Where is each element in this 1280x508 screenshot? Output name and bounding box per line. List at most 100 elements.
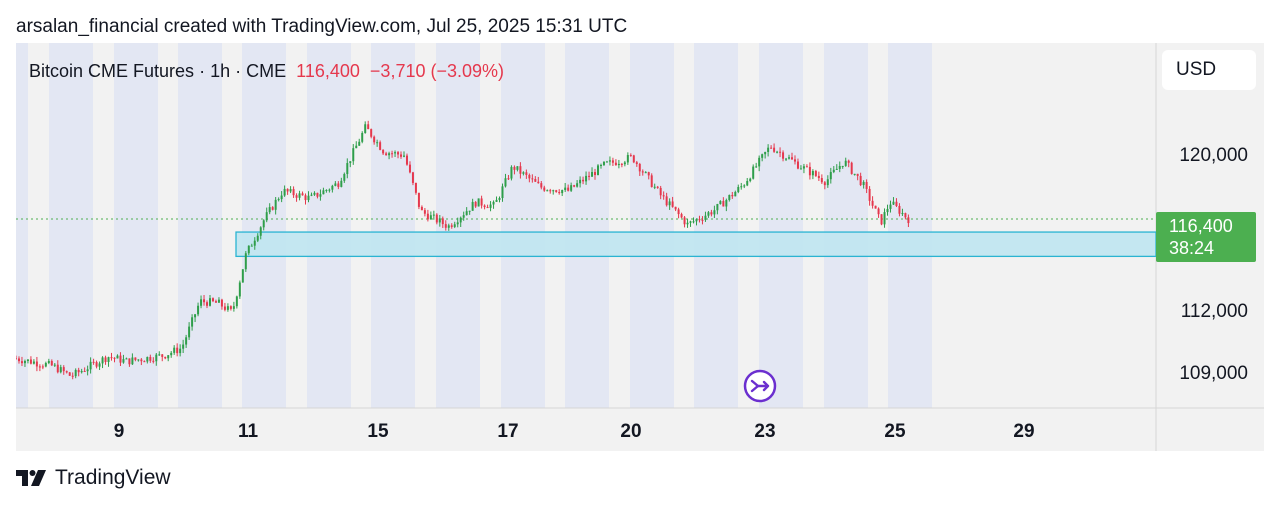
- candle-body: [373, 136, 376, 143]
- x-tick-label: 20: [620, 421, 642, 442]
- session-band: [888, 43, 932, 408]
- candle-body: [650, 175, 653, 188]
- x-tick-label: 15: [367, 421, 389, 442]
- last-price-tag: 116,400 38:24: [1156, 212, 1256, 262]
- candle-body: [495, 199, 498, 202]
- candle-body: [907, 217, 910, 224]
- candle-body: [71, 375, 74, 377]
- candle-body: [268, 207, 271, 213]
- candle-body: [450, 225, 453, 227]
- candle-body: [161, 354, 164, 357]
- candle-body: [644, 172, 647, 174]
- candle-body: [292, 189, 295, 196]
- candle-body: [838, 166, 841, 169]
- currency-selector[interactable]: USD: [1162, 50, 1256, 90]
- candle-body: [895, 201, 898, 206]
- candle-body: [728, 194, 731, 201]
- candle-body: [767, 147, 770, 152]
- candle-body: [394, 152, 397, 154]
- candle-body: [501, 186, 504, 199]
- candle-body: [716, 204, 719, 211]
- candle-body: [214, 301, 217, 303]
- candle-body: [659, 187, 662, 196]
- x-tick-label: 9: [113, 421, 125, 442]
- candle-body: [856, 173, 859, 176]
- candle-body: [892, 201, 895, 205]
- candle-body: [328, 189, 331, 191]
- candle-body: [507, 178, 510, 180]
- candle-body: [152, 360, 155, 362]
- candle-body: [853, 173, 856, 175]
- candle-body: [385, 153, 388, 156]
- candle-body: [340, 180, 343, 187]
- candle-body: [83, 371, 86, 373]
- candle-body: [89, 361, 92, 370]
- candle-body: [808, 166, 811, 176]
- candle-body: [191, 317, 194, 327]
- candle-body: [128, 358, 131, 365]
- candle-body: [331, 185, 334, 190]
- session-band: [565, 43, 609, 408]
- candle-body: [746, 180, 749, 186]
- legend-change: −3,710: [369, 61, 426, 81]
- candle-body: [513, 166, 516, 170]
- y-tick-label: 112,000: [1180, 301, 1248, 322]
- candle-body: [731, 194, 734, 197]
- legend-separator: ·: [235, 61, 242, 81]
- candle-body: [692, 221, 695, 223]
- candle-body: [223, 306, 226, 310]
- candle-body: [122, 359, 125, 363]
- candle-body: [785, 158, 788, 160]
- candle-body: [447, 225, 450, 228]
- y-tick-label: 120,000: [1179, 145, 1248, 166]
- candle-body: [755, 166, 758, 168]
- candle-body: [295, 195, 298, 198]
- candle-body: [411, 172, 414, 183]
- candle-body: [591, 172, 594, 177]
- candle-body: [438, 218, 441, 223]
- candle-body: [274, 199, 277, 210]
- candle-body: [426, 213, 429, 220]
- session-band: [16, 43, 28, 408]
- candle-body: [310, 194, 313, 196]
- candle-body: [558, 191, 561, 194]
- candle-body: [313, 192, 316, 195]
- candle-body: [788, 157, 791, 159]
- legend-symbol[interactable]: Bitcoin CME Futures: [29, 61, 195, 81]
- candle-body: [301, 193, 304, 196]
- candle-body: [555, 190, 558, 192]
- candle-body: [841, 165, 844, 167]
- chart-area[interactable]: [16, 43, 1264, 451]
- legend-interval[interactable]: 1h: [210, 61, 231, 81]
- candle-body: [140, 359, 143, 362]
- candle-body: [701, 219, 704, 221]
- candle-body: [235, 296, 238, 307]
- candle-body: [489, 204, 492, 208]
- candle-body: [680, 214, 683, 218]
- price-chart[interactable]: [16, 43, 1264, 451]
- candle-body: [549, 190, 552, 192]
- candle-body: [623, 162, 626, 165]
- candle-body: [125, 358, 128, 360]
- candle-body: [74, 369, 77, 377]
- candle-body: [605, 161, 608, 163]
- candle-body: [289, 189, 292, 192]
- candle-body: [95, 362, 98, 367]
- candle-body: [361, 133, 364, 142]
- candle-body: [546, 190, 549, 192]
- candle-body: [537, 181, 540, 184]
- candle-body: [253, 240, 256, 246]
- x-tick-label: 11: [237, 421, 259, 442]
- tradingview-logo[interactable]: TradingView: [16, 466, 171, 490]
- upcoming-event-icon[interactable]: [743, 369, 777, 403]
- candle-body: [286, 188, 289, 192]
- candle-body: [570, 185, 573, 191]
- candle-body: [770, 147, 773, 149]
- candle-body: [346, 163, 349, 175]
- candle-body: [370, 129, 373, 137]
- candle-body: [585, 175, 588, 182]
- candle-body: [522, 172, 525, 174]
- candle-body: [662, 195, 665, 197]
- candle-body: [376, 142, 379, 144]
- session-band: [759, 43, 803, 408]
